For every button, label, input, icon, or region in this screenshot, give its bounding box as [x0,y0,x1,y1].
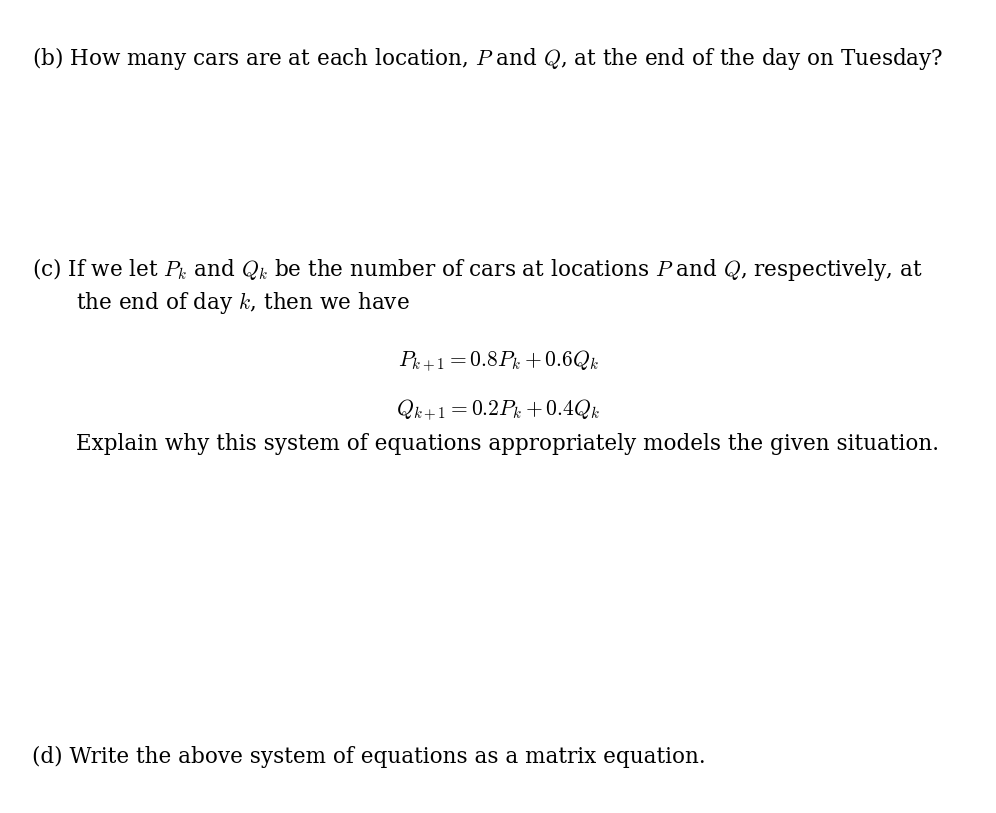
Text: (c) If we let $P_k$ and $Q_k$ be the number of cars at locations $P$ and $Q$, re: (c) If we let $P_k$ and $Q_k$ be the num… [32,256,922,283]
Text: the end of day $k$, then we have: the end of day $k$, then we have [76,290,409,316]
Text: (b) How many cars are at each location, $P$ and $Q$, at the end of the day on Tu: (b) How many cars are at each location, … [32,45,943,72]
Text: (d) Write the above system of equations as a matrix equation.: (d) Write the above system of equations … [32,746,705,768]
Text: $P_{k+1} = 0.8P_k + 0.6Q_k$: $P_{k+1} = 0.8P_k + 0.6Q_k$ [397,348,599,374]
Text: $Q_{k+1} = 0.2P_k + 0.4Q_k$: $Q_{k+1} = 0.2P_k + 0.4Q_k$ [396,397,600,423]
Text: Explain why this system of equations appropriately models the given situation.: Explain why this system of equations app… [76,433,938,454]
